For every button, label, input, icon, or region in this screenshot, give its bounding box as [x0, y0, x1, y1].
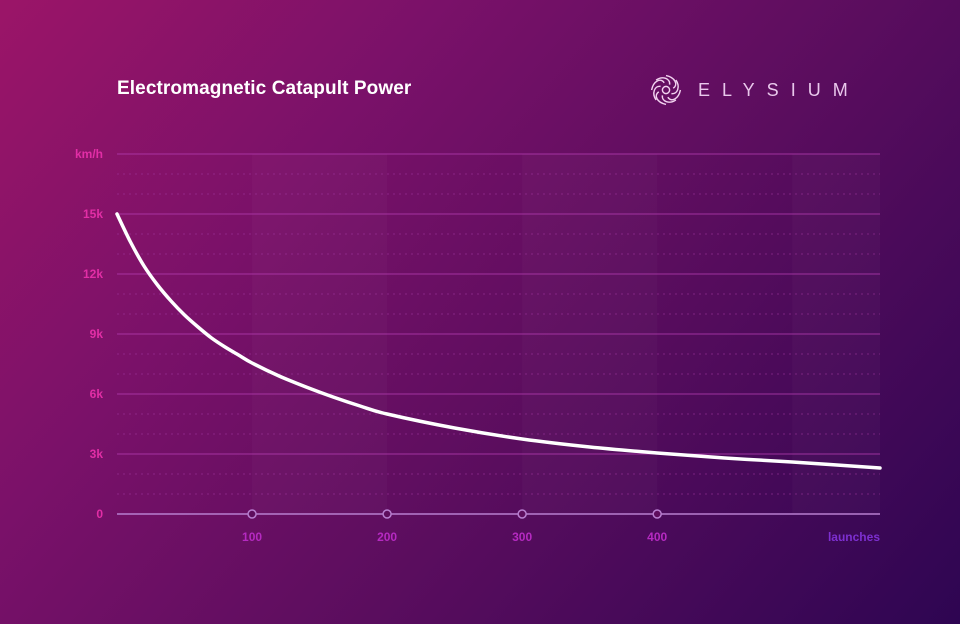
x-tick-label: 300	[512, 530, 532, 544]
x-tick-label: 400	[647, 530, 667, 544]
x-tick-marker	[247, 509, 257, 519]
y-tick-label: 12k	[83, 267, 103, 281]
brand-wordmark: ELYSIUM	[698, 79, 860, 100]
y-tick-label: 9k	[90, 327, 104, 341]
x-tick-marker	[382, 509, 392, 519]
y-tick-label: 15k	[83, 207, 103, 221]
y-tick-label: 0	[96, 507, 103, 521]
brand-logo: ELYSIUM	[648, 70, 860, 110]
series-line	[115, 212, 882, 470]
y-axis-label: km/h	[75, 147, 103, 161]
x-tick-marker	[517, 509, 527, 519]
x-tick-marker	[652, 509, 662, 519]
y-tick-label: 6k	[90, 387, 104, 401]
x-tick-label: 200	[377, 530, 397, 544]
x-tick-label: 100	[242, 530, 262, 544]
y-tick-label: 3k	[90, 447, 104, 461]
chart-title: Electromagnetic Catapult Power	[117, 78, 412, 99]
swirl-logo-icon	[650, 74, 682, 106]
x-axis-label: launches	[828, 530, 880, 544]
